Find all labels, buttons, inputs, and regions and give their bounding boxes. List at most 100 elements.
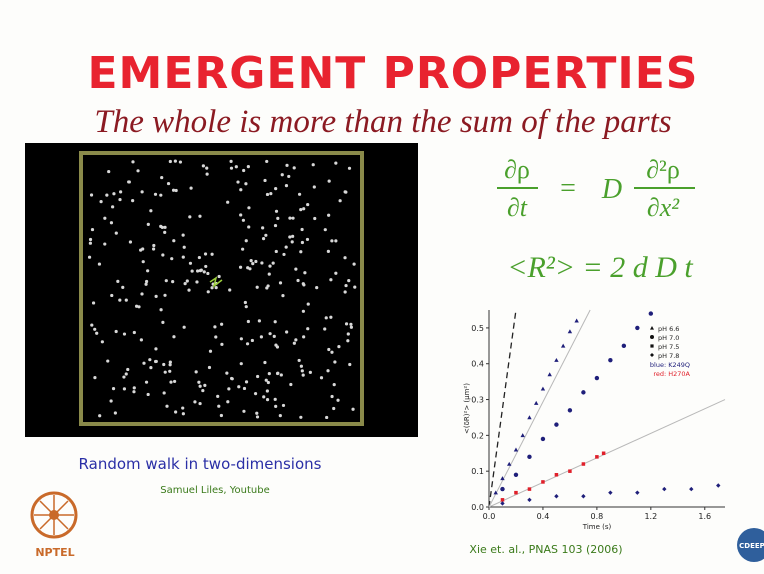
particle bbox=[236, 180, 239, 183]
particle bbox=[251, 339, 254, 342]
particle bbox=[164, 371, 167, 374]
particle bbox=[288, 235, 291, 238]
particle bbox=[159, 225, 162, 228]
particle bbox=[272, 261, 275, 264]
particle bbox=[291, 240, 294, 243]
point bbox=[555, 473, 559, 477]
particle bbox=[230, 167, 233, 170]
legend-label: pH 6.6 bbox=[658, 325, 679, 333]
particle bbox=[148, 358, 151, 361]
point bbox=[528, 487, 532, 491]
particle bbox=[324, 228, 327, 231]
particle bbox=[312, 163, 315, 166]
particle bbox=[98, 262, 101, 265]
particle bbox=[140, 338, 143, 341]
point bbox=[501, 498, 505, 502]
particle bbox=[294, 268, 297, 271]
simulation-box bbox=[25, 143, 418, 437]
particle bbox=[101, 340, 104, 343]
particle bbox=[328, 179, 331, 182]
eq-coefficient: D bbox=[601, 174, 622, 205]
particle bbox=[163, 391, 166, 394]
point bbox=[541, 480, 545, 484]
particle bbox=[261, 226, 264, 229]
particle bbox=[329, 278, 332, 281]
y-tick-label: 0.3 bbox=[471, 396, 484, 405]
particle bbox=[172, 239, 175, 242]
particle bbox=[208, 366, 211, 369]
particle bbox=[115, 330, 118, 333]
particle bbox=[240, 337, 243, 340]
particle bbox=[301, 369, 304, 372]
particle bbox=[302, 283, 305, 286]
x-tick-label: 0.8 bbox=[591, 512, 604, 521]
particle bbox=[276, 217, 279, 220]
point bbox=[514, 473, 518, 477]
particle bbox=[306, 238, 309, 241]
particle bbox=[334, 239, 337, 242]
eq-equals: = bbox=[560, 173, 576, 204]
legend-note: blue: K249Q bbox=[650, 361, 690, 369]
particle bbox=[107, 170, 110, 173]
particle bbox=[197, 381, 200, 384]
particle bbox=[353, 286, 356, 289]
particle bbox=[285, 184, 288, 187]
particle bbox=[125, 299, 128, 302]
particle bbox=[306, 327, 309, 330]
particle bbox=[302, 335, 305, 338]
particle bbox=[206, 173, 209, 176]
particle bbox=[276, 372, 279, 375]
particle bbox=[165, 279, 168, 282]
particle bbox=[285, 330, 288, 333]
particle bbox=[144, 283, 147, 286]
particle bbox=[293, 342, 296, 345]
legend-marker bbox=[650, 344, 653, 347]
particle bbox=[345, 322, 348, 325]
particle bbox=[145, 280, 148, 283]
particle bbox=[145, 381, 148, 384]
particle bbox=[246, 342, 249, 345]
particle bbox=[240, 362, 243, 365]
particle bbox=[242, 410, 245, 413]
particle bbox=[110, 221, 113, 224]
eq-denominator: ∂t bbox=[507, 193, 528, 222]
simulation-credit: Samuel Liles, Youtube bbox=[160, 485, 270, 496]
particle bbox=[133, 331, 136, 334]
particle bbox=[204, 265, 207, 268]
particle bbox=[163, 226, 166, 229]
page: EMERGENT PROPERTIES The whole is more th… bbox=[0, 0, 764, 574]
particle bbox=[201, 389, 204, 392]
particle bbox=[213, 325, 216, 328]
particle bbox=[333, 360, 336, 363]
particle bbox=[220, 414, 223, 417]
logo-text: NPTEL bbox=[35, 546, 74, 559]
particle bbox=[118, 198, 121, 201]
particle bbox=[220, 343, 223, 346]
particle bbox=[264, 234, 267, 237]
equation-2: <R²> = 2 d D t bbox=[507, 251, 693, 284]
eq-numerator: ∂ρ bbox=[504, 155, 530, 184]
particle bbox=[88, 256, 91, 259]
particle bbox=[122, 375, 125, 378]
particle bbox=[307, 302, 310, 305]
particle bbox=[225, 372, 228, 375]
particle bbox=[268, 372, 271, 375]
particle bbox=[174, 160, 177, 163]
particle bbox=[327, 348, 330, 351]
eq-denominator: ∂x² bbox=[647, 193, 680, 222]
x-tick-label: 0.4 bbox=[537, 512, 550, 521]
y-tick-label: 0.4 bbox=[471, 360, 484, 369]
particle bbox=[141, 190, 144, 193]
particle bbox=[237, 385, 240, 388]
point bbox=[602, 452, 606, 456]
y-axis-label: <(δR)²> (μm²) bbox=[463, 383, 471, 434]
particle bbox=[193, 400, 196, 403]
particle bbox=[266, 398, 269, 401]
point bbox=[568, 408, 572, 412]
particle bbox=[274, 398, 277, 401]
particle bbox=[127, 180, 130, 183]
particle bbox=[218, 275, 221, 278]
point bbox=[514, 491, 518, 495]
particle bbox=[268, 332, 271, 335]
point bbox=[635, 326, 639, 330]
